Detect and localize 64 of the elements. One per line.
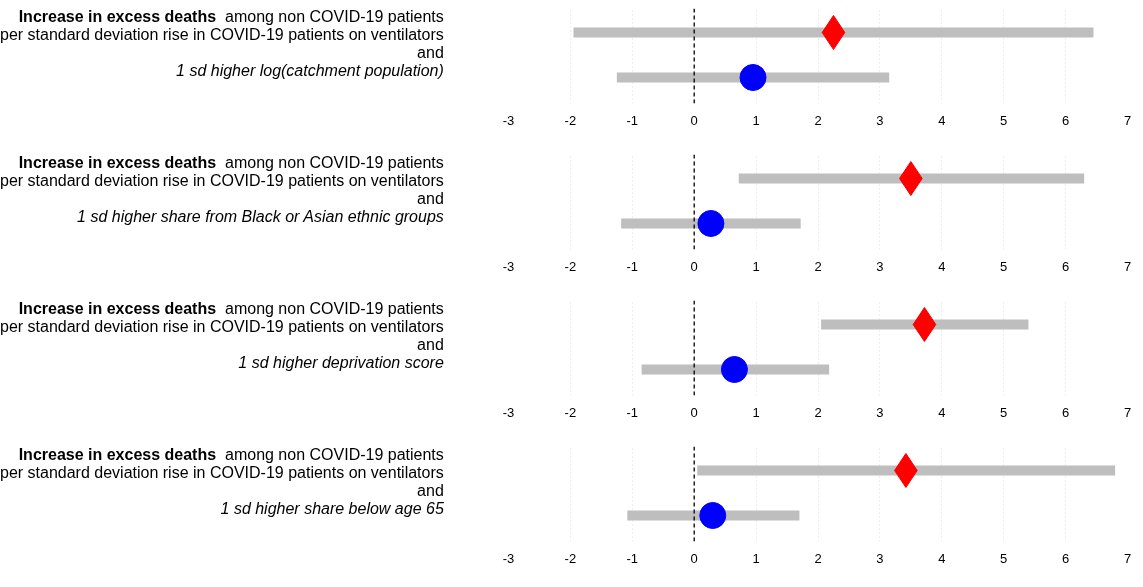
x-tick-label: 4: [938, 258, 946, 274]
x-tick-label: 2: [814, 112, 822, 128]
x-tick-label: 1: [752, 550, 760, 566]
text: and: [417, 190, 444, 207]
x-tick-label: 3: [876, 258, 884, 274]
text: among non COVID-19 patients: [225, 154, 444, 171]
text: among non COVID-19 patients: [225, 300, 444, 317]
x-tick-label: -3: [502, 112, 515, 128]
text: Increase in excess deaths: [18, 446, 217, 463]
x-tick-label: 5: [1000, 404, 1008, 420]
text: per standard deviation rise in COVID-19 patients on ventilators: [0, 464, 444, 481]
text: 1 sd higher share from Black or Asian ethnic groups: [77, 208, 444, 225]
x-tick-label: -3: [502, 258, 515, 274]
text: Increase in excess deaths: [18, 154, 217, 171]
text: Increase in excess deaths: [18, 8, 217, 25]
x-tick-label: -1: [626, 404, 639, 420]
x-tick-label: 6: [1061, 112, 1070, 128]
x-tick-label: -1: [626, 550, 639, 566]
x-tick-label: 7: [1123, 550, 1132, 566]
x-tick-label: 0: [690, 404, 698, 420]
x-tick-label: 0: [690, 258, 698, 274]
text: 1 sd higher log(catchment population): [176, 62, 444, 79]
text: and: [417, 44, 444, 61]
text: Increase in excess deaths: [18, 300, 217, 317]
x-tick-label: 7: [1123, 404, 1132, 420]
x-tick-label: -3: [502, 404, 515, 420]
text: 1 sd higher deprivation score: [238, 354, 444, 371]
x-tick-label: -2: [564, 550, 577, 566]
x-tick-label: 6: [1061, 550, 1070, 566]
text: per standard deviation rise in COVID-19 patients on ventilators: [0, 172, 444, 189]
x-tick-label: 6: [1061, 404, 1070, 420]
x-tick-label: 4: [938, 112, 946, 128]
text: 1 sd higher share below age 65: [220, 500, 444, 517]
x-tick-label: -2: [564, 404, 577, 420]
x-tick-label: 6: [1061, 258, 1070, 274]
x-tick-label: 0: [690, 550, 698, 566]
text: and: [417, 482, 444, 499]
x-tick-label: 3: [876, 404, 884, 420]
x-tick-label: 7: [1123, 258, 1132, 274]
x-tick-label: 2: [814, 258, 822, 274]
x-tick-label: -3: [502, 550, 515, 566]
x-tick-label: 4: [938, 404, 946, 420]
x-tick-label: -1: [626, 112, 639, 128]
x-tick-label: 2: [814, 404, 822, 420]
x-tick-label: 5: [1000, 550, 1008, 566]
x-tick-label: 1: [752, 112, 760, 128]
x-tick-label: 4: [938, 550, 946, 566]
x-tick-label: 5: [1000, 258, 1008, 274]
x-tick-label: 5: [1000, 112, 1008, 128]
x-tick-label: 2: [814, 550, 822, 566]
x-tick-label: -2: [564, 258, 577, 274]
x-tick-label: -2: [564, 112, 577, 128]
x-tick-label: 1: [752, 404, 760, 420]
text: and: [417, 336, 444, 353]
text: per standard deviation rise in COVID-19 patients on ventilators: [0, 318, 444, 335]
text: among non COVID-19 patients: [225, 8, 444, 25]
x-tick-label: 1: [752, 258, 760, 274]
x-tick-label: 0: [690, 112, 698, 128]
x-tick-label: 7: [1123, 112, 1132, 128]
x-tick-label: 3: [876, 550, 884, 566]
text: among non COVID-19 patients: [225, 446, 444, 463]
x-tick-label: -1: [626, 258, 639, 274]
x-tick-label: 3: [876, 112, 884, 128]
text: per standard deviation rise in COVID-19 patients on ventilators: [0, 26, 444, 43]
